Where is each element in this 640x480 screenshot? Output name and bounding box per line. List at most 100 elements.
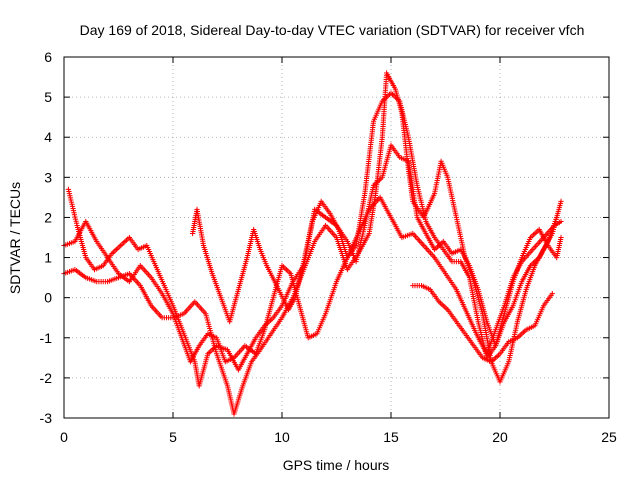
marker-segment <box>510 257 524 285</box>
y-tick-label: 5 <box>44 89 52 105</box>
marker-segment <box>506 321 520 365</box>
marker-segment <box>497 340 511 357</box>
marker-point <box>549 291 555 297</box>
chart-title: Day 169 of 2018, Sidereal Day-to-day VTE… <box>80 22 585 38</box>
marker-segment <box>83 218 99 243</box>
marker-segment <box>296 303 311 339</box>
marker-segment <box>333 234 350 271</box>
marker-segment <box>397 154 410 164</box>
marker-segment <box>353 192 368 249</box>
marker-segment <box>279 263 292 275</box>
marker-segment <box>285 296 297 313</box>
y-tick-label: 0 <box>44 290 52 306</box>
marker-segment <box>523 323 536 333</box>
marker-segment <box>480 355 493 364</box>
marker-segment <box>453 287 470 315</box>
marker-segment <box>493 313 507 349</box>
marker-segment <box>235 257 250 293</box>
marker-segment <box>362 184 376 229</box>
marker-segment <box>519 264 533 285</box>
marker-segment <box>126 234 140 251</box>
marker-segment <box>148 275 164 295</box>
marker-segment <box>301 208 317 265</box>
marker-segment <box>262 316 275 329</box>
marker-segment <box>251 226 263 251</box>
marker-segment <box>397 98 411 138</box>
marker-segment <box>205 344 218 357</box>
marker-point <box>558 234 564 241</box>
marker-segment <box>312 224 327 245</box>
axis-ticks <box>63 56 610 419</box>
marker-segment <box>312 206 327 219</box>
marker-segment <box>475 287 489 323</box>
marker-segment <box>227 289 241 325</box>
marker-segment <box>65 186 80 226</box>
marker-segment <box>161 283 175 307</box>
marker-segment <box>305 332 318 341</box>
marker-segment <box>83 255 96 271</box>
marker-segment <box>445 307 458 323</box>
marker-segment <box>488 352 502 365</box>
marker-segment <box>200 242 215 275</box>
marker-segment <box>379 91 393 104</box>
marker-segment <box>181 331 197 363</box>
marker-segment <box>436 299 449 311</box>
marker-segment <box>421 242 436 259</box>
marker-segment <box>366 192 378 237</box>
marker-segment <box>159 291 175 315</box>
marker-segment <box>414 214 428 235</box>
marker-segment <box>536 226 550 247</box>
marker-segment <box>462 331 476 347</box>
marker-point <box>554 214 560 221</box>
series-track-3 <box>65 90 560 389</box>
x-axis-label: GPS time / hours <box>283 457 390 473</box>
marker-segment <box>292 261 306 301</box>
marker-segment <box>379 72 390 140</box>
marker-segment <box>466 263 481 291</box>
marker-segment <box>214 351 230 387</box>
marker-segment <box>194 206 206 246</box>
marker-segment <box>257 246 269 267</box>
marker-segment <box>388 214 404 239</box>
marker-segment <box>475 319 489 359</box>
marker-point <box>558 198 564 204</box>
marker-segment <box>541 292 554 309</box>
marker-segment <box>377 194 393 219</box>
marker-segment <box>100 252 114 269</box>
marker-segment <box>510 281 524 309</box>
marker-segment <box>471 343 484 359</box>
marker-segment <box>179 335 193 363</box>
y-tick-label: -3 <box>40 410 53 426</box>
marker-segment <box>449 247 462 257</box>
marker-segment <box>109 244 122 257</box>
x-tick-labels: 0 5 10 15 20 25 <box>60 429 617 445</box>
marker-segment <box>268 316 284 337</box>
marker-segment <box>405 158 420 218</box>
marker-segment <box>527 256 541 269</box>
marker-segment <box>253 324 266 341</box>
marker-segment <box>405 134 420 186</box>
marker-segment <box>248 348 262 365</box>
marker-segment <box>432 160 444 196</box>
marker-segment <box>153 263 166 287</box>
marker-segment <box>209 271 223 299</box>
marker-segment <box>318 198 332 215</box>
marker-segment <box>192 299 207 315</box>
marker-segment <box>427 287 441 303</box>
marker-segment <box>196 332 210 349</box>
marker-segment <box>388 90 401 103</box>
marker-segment <box>506 336 519 345</box>
marker-point <box>558 218 564 225</box>
marker-segment <box>91 263 105 273</box>
marker-segment <box>231 385 245 417</box>
marker-segment <box>118 236 131 249</box>
marker-segment <box>405 166 416 202</box>
marker-segment <box>344 238 358 263</box>
y-tick-label: -2 <box>40 370 53 386</box>
marker-segment <box>137 283 153 307</box>
marker-segment <box>240 361 254 389</box>
y-tick-label: 2 <box>44 209 52 225</box>
marker-segment <box>440 246 454 263</box>
marker-segment <box>72 220 88 245</box>
y-tick-labels: -3 -2 -1 0 1 2 3 4 5 6 <box>40 49 53 426</box>
